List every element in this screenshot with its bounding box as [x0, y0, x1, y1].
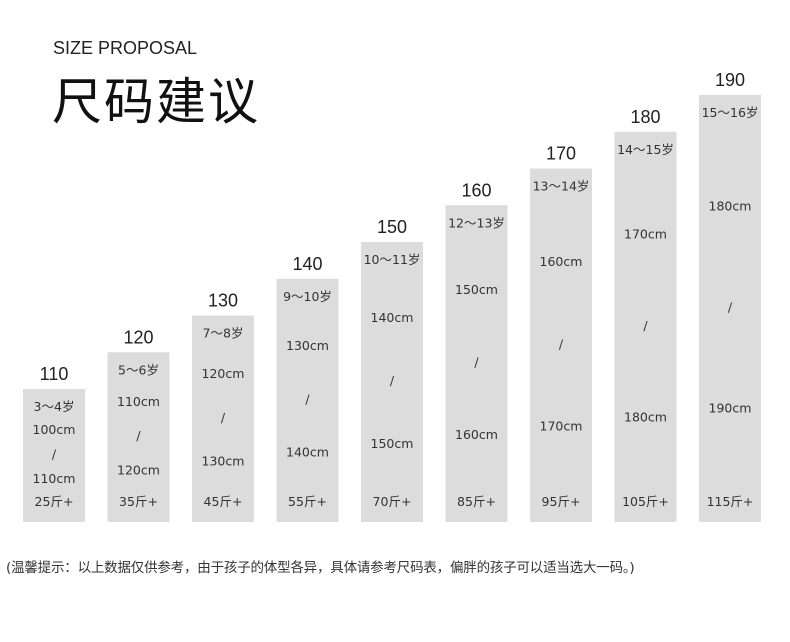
bar-separator: /: [221, 410, 226, 425]
bar-separator: /: [559, 336, 564, 351]
bar-weight-label: 55斤+: [288, 494, 327, 509]
bar-size-label: 130: [208, 291, 238, 311]
bar-age-label: 5～6岁: [118, 362, 159, 377]
bar-height-min-label: 170cm: [624, 226, 667, 241]
bar-height-min-label: 120cm: [202, 366, 245, 381]
bar-130: [192, 315, 254, 522]
bar-weight-label: 70斤+: [373, 494, 412, 509]
bar-separator: /: [643, 318, 648, 333]
bar-weight-label: 105斤+: [622, 494, 669, 509]
bar-height-min-label: 140cm: [371, 310, 414, 325]
bar-size-label: 110: [40, 364, 69, 384]
bar-weight-label: 25斤+: [35, 494, 74, 509]
subtitle: SIZE PROPOSAL: [53, 38, 198, 58]
footnote: (温馨提示：以上数据仅供参考，由于孩子的体型各异，具体请参考尺码表，偏胖的孩子可…: [6, 560, 635, 576]
bar-height-max-label: 120cm: [117, 462, 160, 477]
bar-120: [107, 352, 170, 522]
bar-weight-label: 115斤+: [707, 494, 754, 509]
bar-age-label: 12～13岁: [448, 215, 505, 230]
bar-weight-label: 95斤+: [542, 494, 581, 509]
bar-160: [445, 205, 508, 522]
bar-height-max-label: 180cm: [624, 409, 667, 424]
bar-age-label: 13～14岁: [533, 179, 590, 194]
bar-age-label: 3～4岁: [34, 399, 75, 414]
bar-height-min-label: 180cm: [709, 198, 752, 213]
bar-age-label: 10～11岁: [364, 252, 421, 267]
bar-size-label: 140: [292, 254, 322, 274]
page-title: 尺码建议: [52, 73, 260, 131]
bar-height-max-label: 140cm: [286, 445, 329, 460]
bar-height-max-label: 110cm: [33, 471, 76, 486]
bar-separator: /: [390, 373, 395, 388]
bar-height-max-label: 130cm: [202, 454, 245, 469]
bar-weight-label: 45斤+: [204, 494, 243, 509]
bar-110: [23, 389, 85, 522]
bar-size-label: 120: [123, 327, 153, 347]
bar-weight-label: 35斤+: [119, 494, 158, 509]
bar-height-min-label: 110cm: [117, 394, 160, 409]
bar-separator: /: [136, 428, 141, 443]
bar-height-min-label: 160cm: [540, 254, 583, 269]
bar-separator: /: [305, 391, 310, 406]
bar-height-min-label: 100cm: [33, 422, 76, 437]
bar-size-label: 150: [377, 217, 407, 237]
bar-separator: /: [52, 447, 57, 462]
bar-size-label: 180: [630, 107, 660, 127]
bar-age-label: 7～8岁: [203, 326, 244, 341]
bar-age-label: 14～15岁: [617, 142, 674, 157]
bar-170: [530, 168, 592, 522]
bar-height-max-label: 150cm: [371, 436, 414, 451]
bar-150: [361, 242, 423, 522]
bar-weight-label: 85斤+: [457, 494, 496, 509]
bar-140: [276, 278, 339, 522]
bar-size-label: 170: [546, 144, 576, 164]
bar-separator: /: [728, 300, 733, 315]
bar-height-max-label: 190cm: [709, 401, 752, 416]
bar-190: [699, 95, 761, 522]
bar-size-label: 190: [715, 70, 745, 90]
bar-height-min-label: 130cm: [286, 338, 329, 353]
bar-180: [614, 131, 677, 522]
bar-separator: /: [474, 355, 479, 370]
bar-height-max-label: 160cm: [455, 427, 498, 442]
bar-age-label: 9～10岁: [283, 289, 332, 304]
bar-size-label: 160: [461, 180, 491, 200]
bar-height-max-label: 170cm: [540, 418, 583, 433]
bar-age-label: 15～16岁: [702, 105, 759, 120]
bar-height-min-label: 150cm: [455, 282, 498, 297]
